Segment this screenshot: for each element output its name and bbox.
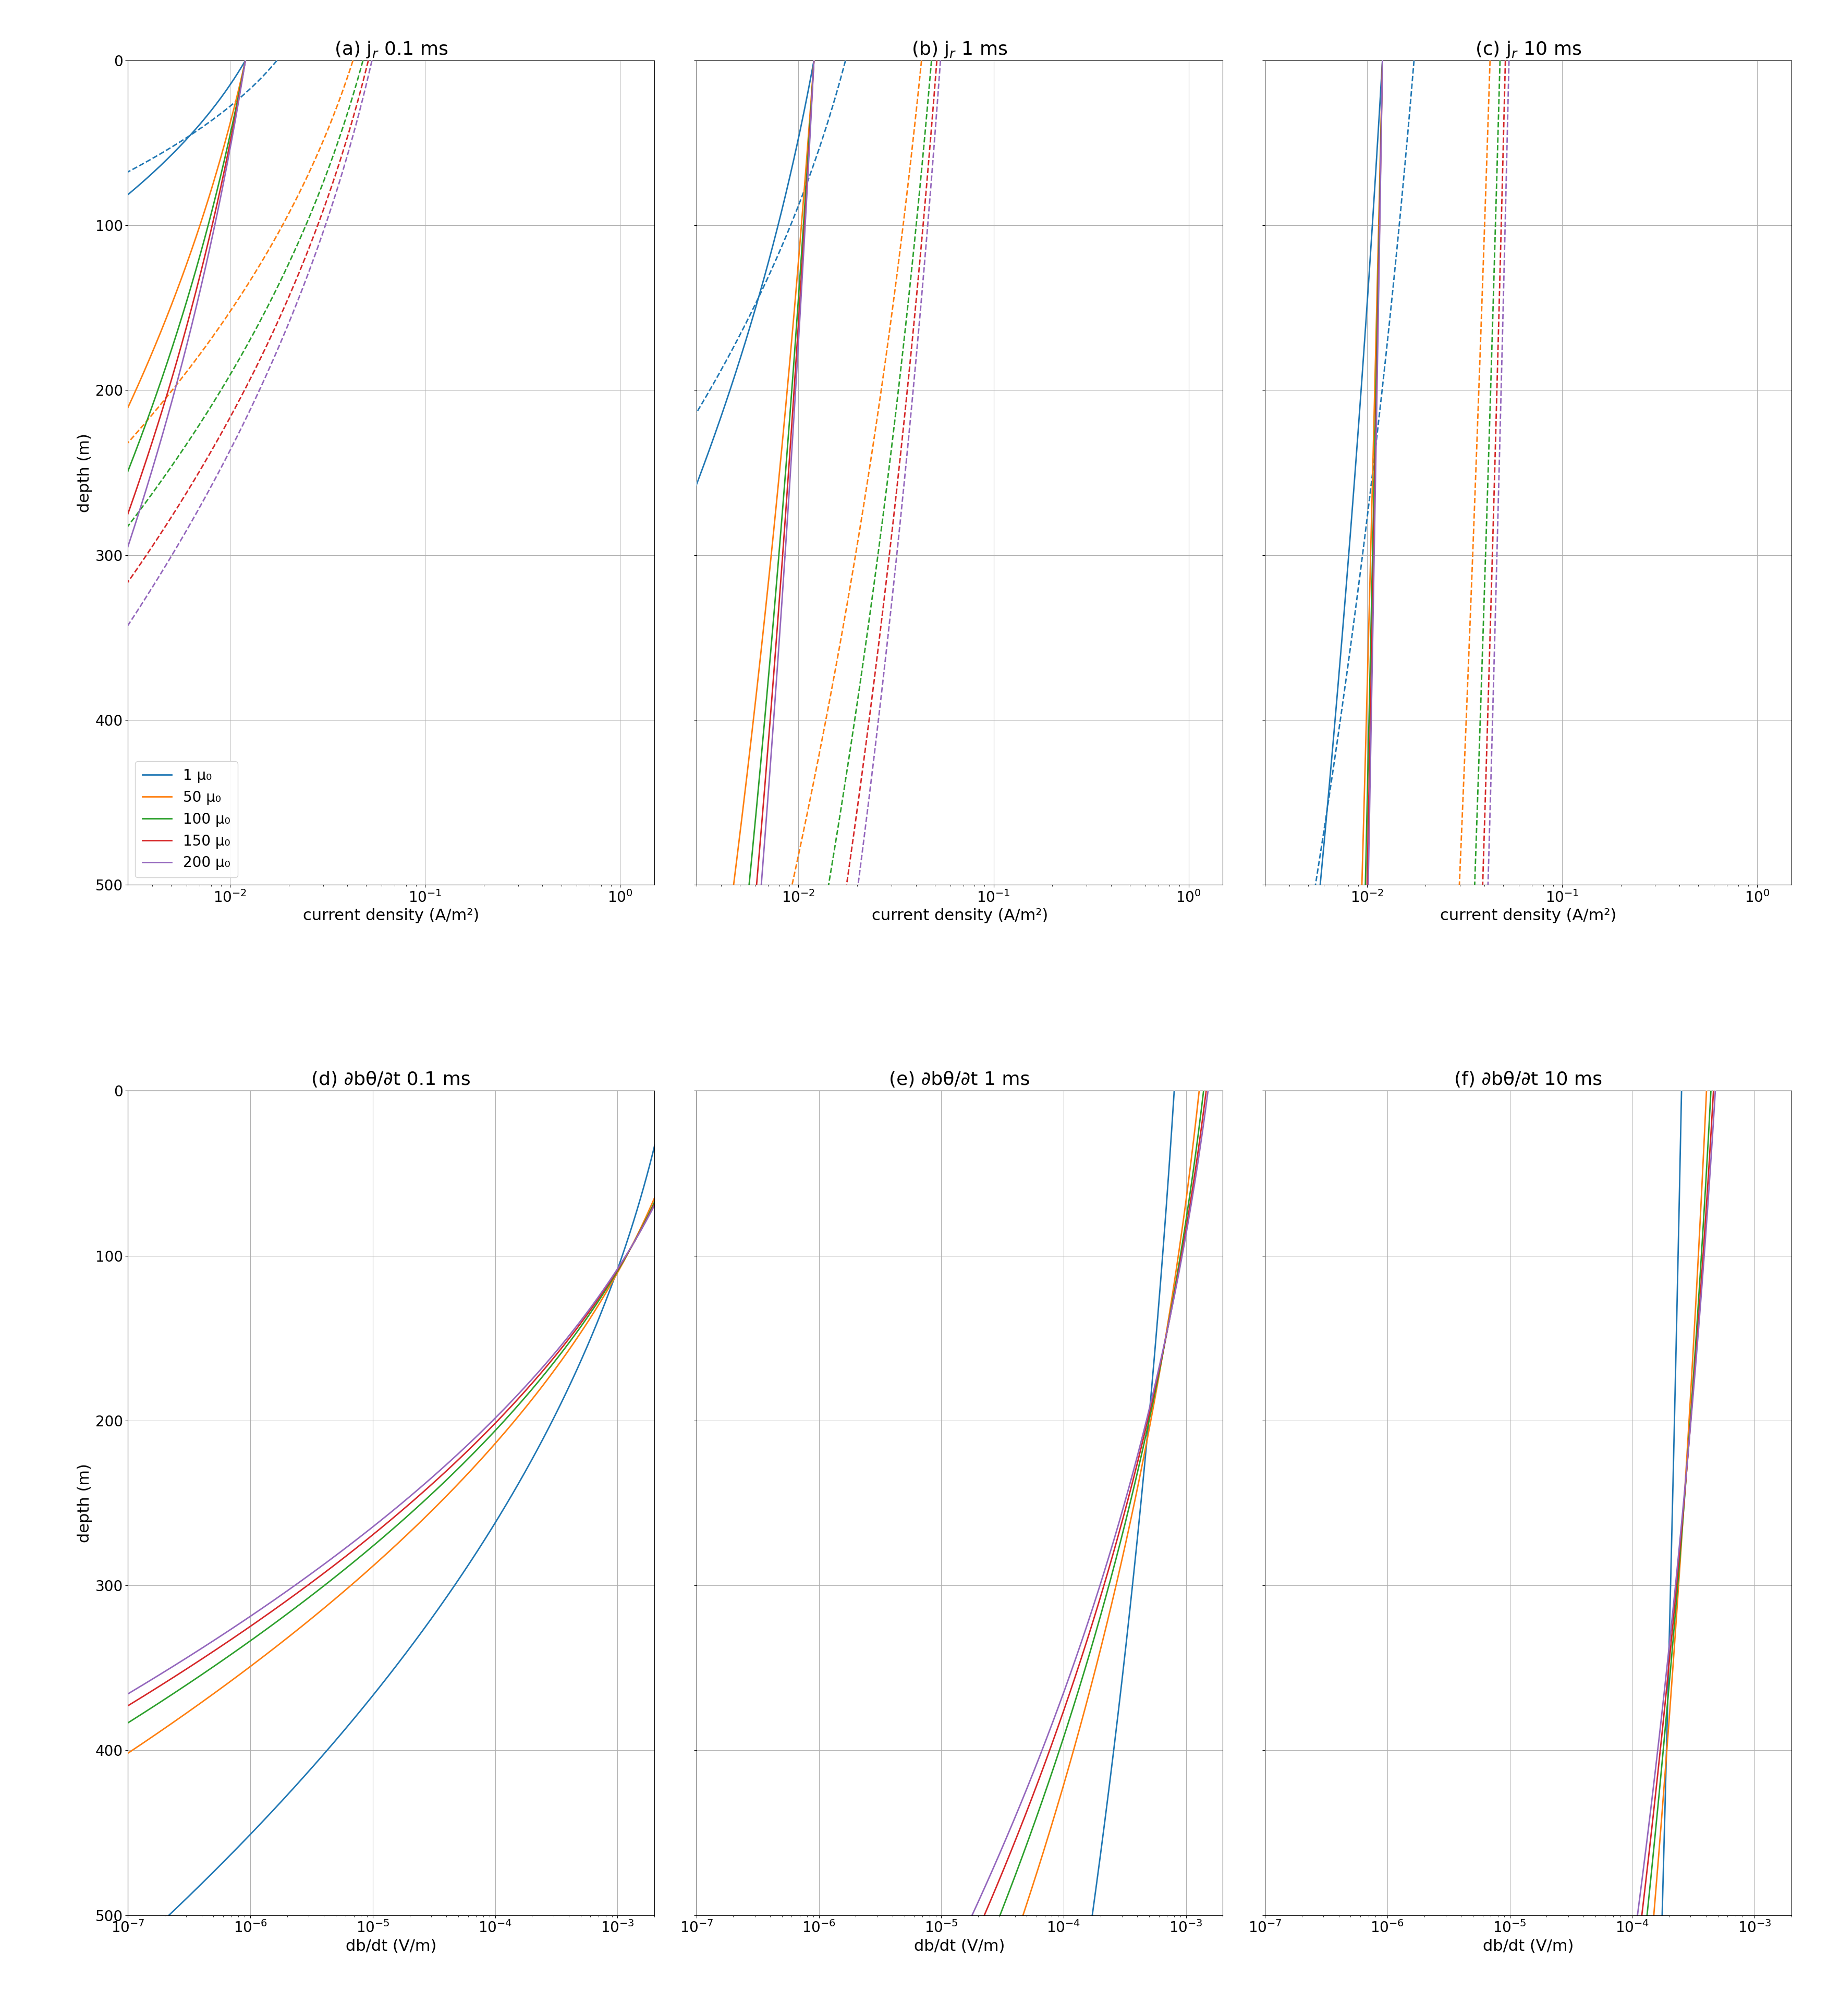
Y-axis label: depth (m): depth (m) [77, 433, 91, 512]
Title: (f) ∂bθ/∂t 10 ms: (f) ∂bθ/∂t 10 ms [1455, 1070, 1603, 1089]
Legend: 1 μ₀, 50 μ₀, 100 μ₀, 150 μ₀, 200 μ₀: 1 μ₀, 50 μ₀, 100 μ₀, 150 μ₀, 200 μ₀ [135, 762, 238, 877]
X-axis label: current density (A/m²): current density (A/m²) [303, 909, 479, 923]
Title: (a) j$_r$ 0.1 ms: (a) j$_r$ 0.1 ms [335, 40, 448, 58]
X-axis label: current density (A/m²): current density (A/m²) [1440, 909, 1616, 923]
Y-axis label: depth (m): depth (m) [77, 1464, 91, 1542]
X-axis label: current density (A/m²): current density (A/m²) [872, 909, 1047, 923]
Title: (b) j$_r$ 1 ms: (b) j$_r$ 1 ms [912, 40, 1007, 58]
Title: (d) ∂bθ/∂t 0.1 ms: (d) ∂bθ/∂t 0.1 ms [311, 1070, 472, 1089]
Title: (c) j$_r$ 10 ms: (c) j$_r$ 10 ms [1475, 40, 1581, 58]
X-axis label: db/dt (V/m): db/dt (V/m) [345, 1939, 437, 1954]
X-axis label: db/dt (V/m): db/dt (V/m) [914, 1939, 1005, 1954]
Title: (e) ∂bθ/∂t 1 ms: (e) ∂bθ/∂t 1 ms [888, 1070, 1031, 1089]
X-axis label: db/dt (V/m): db/dt (V/m) [1483, 1939, 1574, 1954]
